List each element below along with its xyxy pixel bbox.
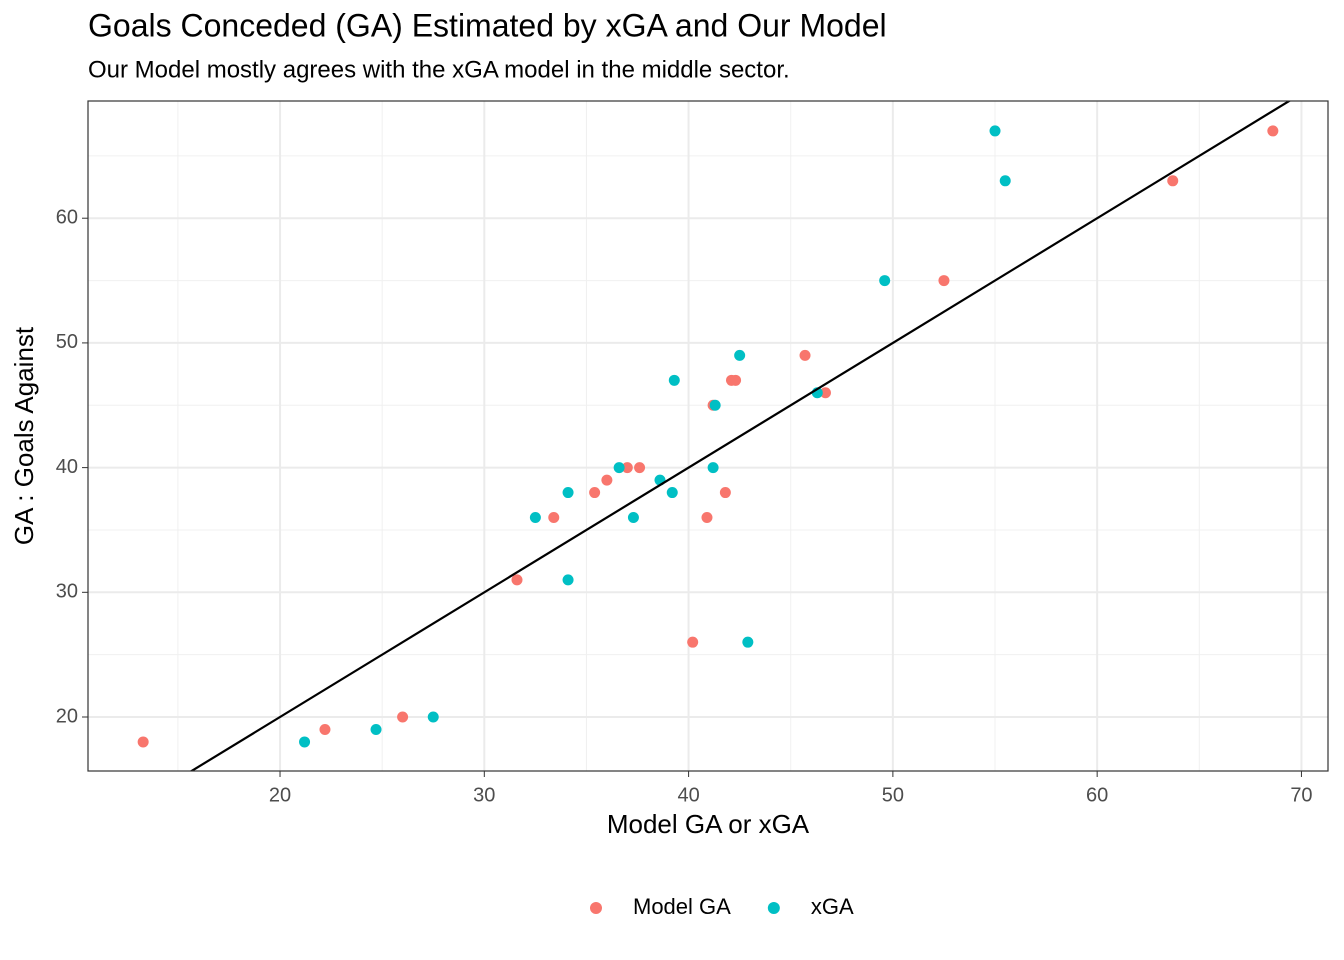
point — [511, 574, 523, 586]
point — [370, 723, 382, 735]
point — [589, 487, 601, 499]
plot-border — [87, 100, 1329, 772]
point — [562, 574, 574, 586]
legend-key — [767, 902, 780, 914]
point — [634, 462, 646, 474]
point — [627, 511, 639, 523]
x-tick-label: 70 — [1290, 784, 1312, 806]
chart-title: Goals Conceded (GA) Estimated by xGA and… — [88, 7, 887, 43]
point — [879, 275, 891, 287]
x-tick-label: 30 — [473, 784, 495, 806]
point — [668, 374, 680, 386]
point — [319, 723, 331, 735]
reference-line — [189, 101, 1292, 771]
point — [734, 349, 746, 361]
point — [529, 511, 541, 523]
point — [707, 462, 719, 474]
x-tick-label: 20 — [269, 784, 291, 806]
point — [1167, 175, 1179, 187]
point — [938, 275, 950, 287]
point — [562, 487, 574, 499]
point — [730, 374, 742, 386]
x-tick-label: 40 — [677, 784, 699, 806]
point — [621, 462, 633, 474]
point — [601, 474, 613, 486]
chart-subtitle: Our Model mostly agrees with the xGA mod… — [88, 56, 790, 83]
legend-key — [590, 902, 602, 914]
point — [299, 736, 311, 748]
point — [137, 736, 149, 748]
point — [427, 711, 439, 723]
point — [613, 462, 625, 474]
point — [989, 125, 1001, 137]
legend-label: xGA — [811, 894, 854, 919]
y-tick-label: 30 — [56, 581, 78, 603]
y-tick-label: 50 — [56, 331, 78, 353]
point — [701, 511, 713, 523]
legend-label: Model GA — [633, 894, 731, 919]
y-axis-label: GA : Goals Against — [9, 326, 39, 545]
point — [999, 175, 1011, 187]
y-tick-label: 60 — [56, 206, 78, 228]
x-tick-label: 50 — [882, 784, 904, 806]
point — [397, 711, 409, 723]
point — [819, 387, 831, 399]
point — [666, 487, 678, 499]
point — [719, 487, 731, 499]
point — [742, 636, 754, 648]
y-tick-label: 40 — [56, 456, 78, 478]
point — [799, 349, 811, 361]
point — [548, 511, 560, 523]
x-tick-label: 60 — [1086, 784, 1108, 806]
x-axis-label: Model GA or xGA — [607, 809, 810, 839]
point — [1267, 125, 1279, 137]
y-tick-label: 20 — [56, 705, 78, 727]
point — [687, 636, 699, 648]
point — [709, 399, 721, 411]
